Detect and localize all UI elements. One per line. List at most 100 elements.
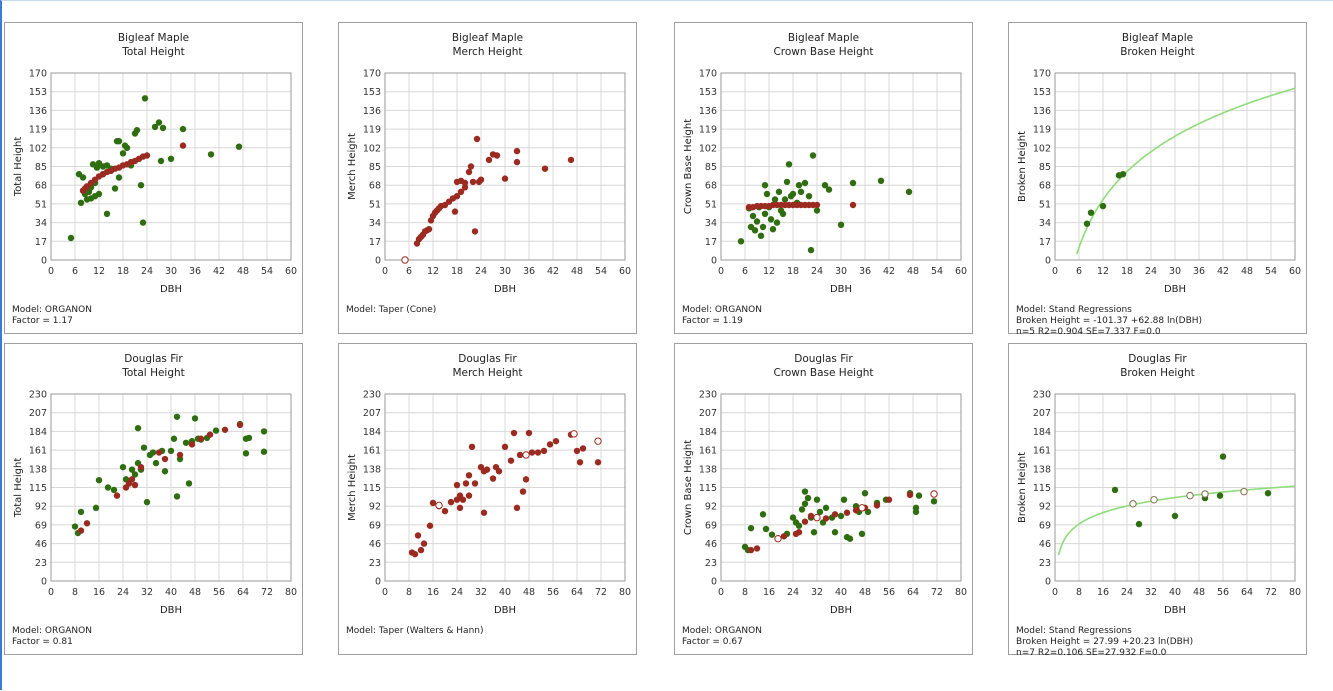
predicted-point xyxy=(420,540,428,547)
x-tick-label: 42 xyxy=(547,266,559,277)
predicted-point xyxy=(457,188,465,195)
x-tick-label: 6 xyxy=(72,266,78,277)
predicted-point xyxy=(469,178,477,186)
predicted-point xyxy=(83,520,91,527)
observed-point xyxy=(79,174,87,181)
observed-point xyxy=(151,123,159,131)
hollow-point xyxy=(813,513,821,522)
x-tick-label: 40 xyxy=(499,587,511,598)
x-tick-label: 54 xyxy=(1265,266,1277,277)
predicted-point xyxy=(501,443,509,451)
plot-border xyxy=(384,72,626,261)
model-note: Factor = 0.67 xyxy=(682,637,743,647)
y-tick-label: 34 xyxy=(1039,218,1051,229)
y-tick-label: 68 xyxy=(705,181,717,192)
x-tick-label: 32 xyxy=(475,587,487,598)
x-tick-label: 32 xyxy=(141,587,153,598)
y-tick-label: 23 xyxy=(1039,558,1051,569)
x-tick-label: 60 xyxy=(955,266,967,277)
observed-point xyxy=(769,226,777,233)
x-tick-label: 60 xyxy=(285,266,297,277)
observed-point xyxy=(767,216,775,223)
chart-svg: 0 6 12 18 24 30 36 42 48 54 60 0 17 34 51 68 85 102 119 136… xyxy=(347,69,631,296)
y-tick-label: 207 xyxy=(699,408,717,419)
observed-point xyxy=(771,196,779,203)
y-tick-label: 170 xyxy=(363,69,381,80)
observed-point xyxy=(840,496,848,503)
y-tick-label: 0 xyxy=(711,577,717,588)
observed-point xyxy=(134,424,142,432)
chart-title: Bigleaf Maple xyxy=(117,32,190,44)
y-tick-label: 23 xyxy=(369,558,381,569)
plot-border xyxy=(50,393,292,582)
observed-point xyxy=(155,119,163,126)
predicted-point xyxy=(495,468,503,475)
hollowgreen-point xyxy=(1186,491,1194,500)
observed-point xyxy=(137,182,145,189)
predicted-point xyxy=(137,463,145,471)
predicted-point xyxy=(576,459,584,466)
observed-point xyxy=(1099,202,1107,210)
observed-point xyxy=(805,193,813,200)
model-note: Broken Height = -101.37 +62.88 ln(DBH) xyxy=(1016,316,1203,326)
observed-point xyxy=(167,447,175,455)
plot-border xyxy=(384,393,626,582)
observed-point xyxy=(877,177,885,184)
y-tick-label: 207 xyxy=(363,408,381,419)
chart-panel: Douglas Fir Crown Base Height 0 8 16 24 32 40 48… xyxy=(674,343,973,655)
observed-point xyxy=(110,486,118,494)
predicted-point xyxy=(513,504,521,512)
y-tick-label: 161 xyxy=(363,446,381,457)
predicted-point xyxy=(579,445,587,452)
x-tick-label: 24 xyxy=(451,587,463,598)
observed-point xyxy=(753,218,761,225)
y-tick-label: 92 xyxy=(705,502,717,513)
observed-point xyxy=(149,449,157,456)
hollow-point xyxy=(858,504,866,512)
y-axis-label: Total Height xyxy=(13,458,24,519)
predicted-point xyxy=(414,532,422,539)
predicted-point xyxy=(501,175,509,182)
x-axis-label: DBH xyxy=(1164,605,1186,616)
predicted-point xyxy=(461,179,469,187)
x-tick-label: 36 xyxy=(523,266,535,277)
predicted-point xyxy=(131,481,139,489)
observed-point xyxy=(207,151,215,158)
x-tick-label: 48 xyxy=(571,266,583,277)
hollowgreen-point xyxy=(1129,500,1137,508)
x-tick-label: 80 xyxy=(1289,587,1301,598)
y-tick-label: 92 xyxy=(35,502,47,513)
x-tick-label: 72 xyxy=(931,587,943,598)
hollow-point xyxy=(774,535,782,543)
predicted-point xyxy=(528,449,536,456)
x-tick-label: 72 xyxy=(261,587,273,598)
y-tick-label: 51 xyxy=(705,199,717,210)
x-tick-label: 8 xyxy=(406,587,412,598)
observed-point xyxy=(95,476,103,484)
model-note: n=5 R2=0.904 SE=7.337 F=0.0 xyxy=(1016,327,1161,337)
y-tick-label: 136 xyxy=(1033,106,1051,117)
x-tick-label: 64 xyxy=(1241,587,1253,598)
hollowgreen-point xyxy=(1240,487,1248,496)
predicted-point xyxy=(801,518,809,525)
y-tick-label: 115 xyxy=(29,483,47,494)
observed-point xyxy=(1216,492,1224,499)
predicted-point xyxy=(461,184,469,191)
predicted-point xyxy=(813,201,821,209)
x-axis-label: DBH xyxy=(830,605,852,616)
y-tick-label: 138 xyxy=(1033,464,1051,475)
predicted-point xyxy=(462,480,470,487)
x-tick-label: 48 xyxy=(1241,266,1253,277)
predicted-point xyxy=(540,447,548,455)
y-tick-label: 119 xyxy=(699,125,717,136)
observed-point xyxy=(768,531,776,538)
observed-point xyxy=(747,524,755,532)
chart-subtitle: Broken Height xyxy=(1120,367,1195,379)
predicted-point xyxy=(236,421,244,429)
x-tick-label: 64 xyxy=(237,587,249,598)
y-tick-label: 115 xyxy=(363,483,381,494)
observed-point xyxy=(111,185,119,192)
predicted-point xyxy=(453,193,461,200)
x-tick-label: 12 xyxy=(763,266,775,277)
y-tick-label: 161 xyxy=(699,446,717,457)
